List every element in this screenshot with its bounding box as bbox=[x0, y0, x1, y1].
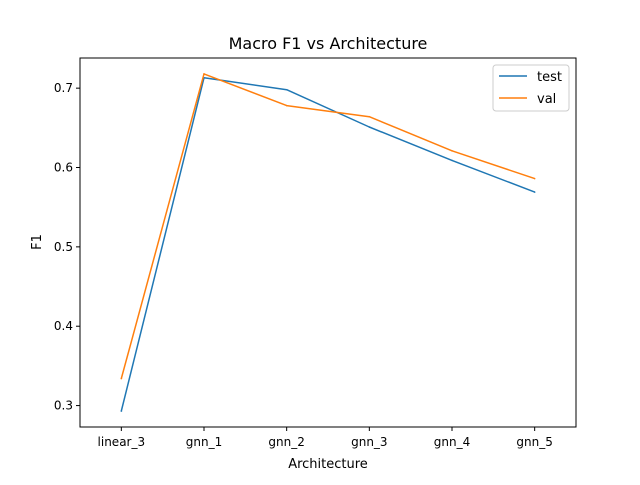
y-axis-label: F1 bbox=[30, 234, 45, 250]
x-tick-label: gnn_5 bbox=[516, 435, 552, 449]
y-tick-label: 0.6 bbox=[54, 161, 73, 175]
chart-title: Macro F1 vs Architecture bbox=[229, 34, 428, 53]
x-axis: linear_3 gnn_1 gnn_2 gnn_3 gnn_4 gnn_5 bbox=[98, 427, 553, 449]
legend-label-val: val bbox=[537, 92, 556, 107]
legend: test val bbox=[492, 64, 570, 112]
x-tick-label: gnn_2 bbox=[268, 435, 304, 449]
series-line-val bbox=[120, 73, 535, 379]
data-point-val bbox=[451, 150, 453, 152]
y-tick-label: 0.5 bbox=[54, 240, 73, 254]
x-tick-label: gnn_1 bbox=[186, 435, 222, 449]
x-tick-label: gnn_3 bbox=[351, 435, 387, 449]
x-tick-label: linear_3 bbox=[98, 435, 146, 449]
data-point-test bbox=[120, 410, 123, 412]
x-tick-label: gnn_4 bbox=[434, 435, 470, 449]
data-point-val bbox=[533, 177, 536, 180]
y-tick-label: 0.3 bbox=[54, 399, 73, 413]
y-axis: 0.3 0.4 0.5 0.6 0.7 bbox=[54, 81, 80, 413]
plot-area bbox=[120, 73, 536, 412]
data-point-val bbox=[368, 115, 371, 118]
data-point-val bbox=[120, 377, 123, 380]
data-point-val bbox=[203, 73, 205, 75]
y-tick-label: 0.4 bbox=[54, 319, 73, 333]
data-point-val bbox=[285, 104, 288, 107]
data-point-test bbox=[451, 159, 453, 162]
plot-frame bbox=[79, 57, 577, 428]
y-tick-label: 0.7 bbox=[54, 81, 73, 95]
data-point-test bbox=[285, 88, 288, 91]
x-axis-label: Architecture bbox=[288, 457, 368, 472]
series-line-test bbox=[120, 77, 535, 412]
data-point-test bbox=[368, 126, 371, 128]
data-point-test bbox=[533, 191, 536, 193]
legend-label-test: test bbox=[537, 70, 562, 85]
